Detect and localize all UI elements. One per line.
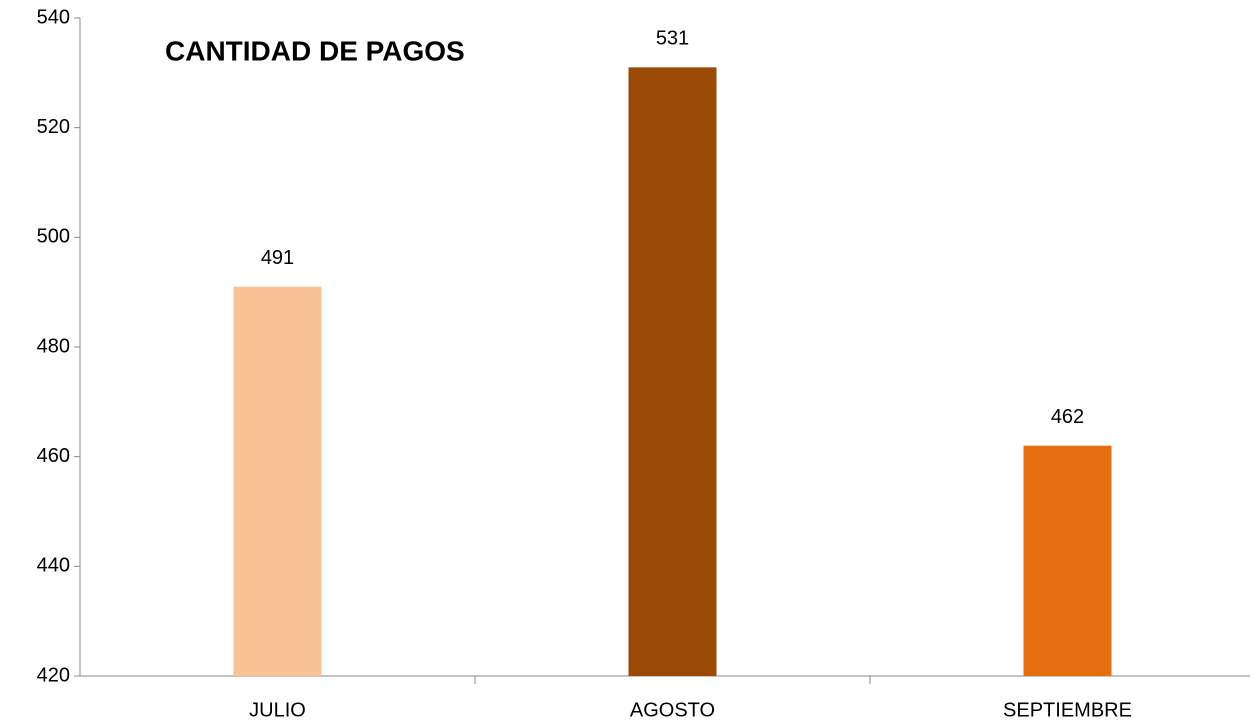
y-tick-label: 540 (37, 6, 70, 28)
chart-title: CANTIDAD DE PAGOS (165, 35, 465, 66)
x-tick-label: JULIO (249, 699, 306, 721)
bar (628, 67, 717, 677)
x-tick-label: SEPTIEMBRE (1003, 699, 1132, 721)
value-label: 531 (656, 28, 689, 50)
y-tick-label: 460 (37, 445, 70, 467)
y-tick-label: 420 (37, 664, 70, 686)
y-tick-label: 480 (37, 335, 70, 357)
y-tick-label: 520 (37, 116, 70, 138)
value-label: 462 (1051, 406, 1084, 428)
y-tick-label: 500 (37, 226, 70, 248)
bar (1023, 445, 1112, 676)
bar (233, 286, 322, 676)
value-label: 491 (261, 247, 294, 269)
y-tick-label: 440 (37, 555, 70, 577)
x-tick-label: AGOSTO (630, 699, 715, 721)
